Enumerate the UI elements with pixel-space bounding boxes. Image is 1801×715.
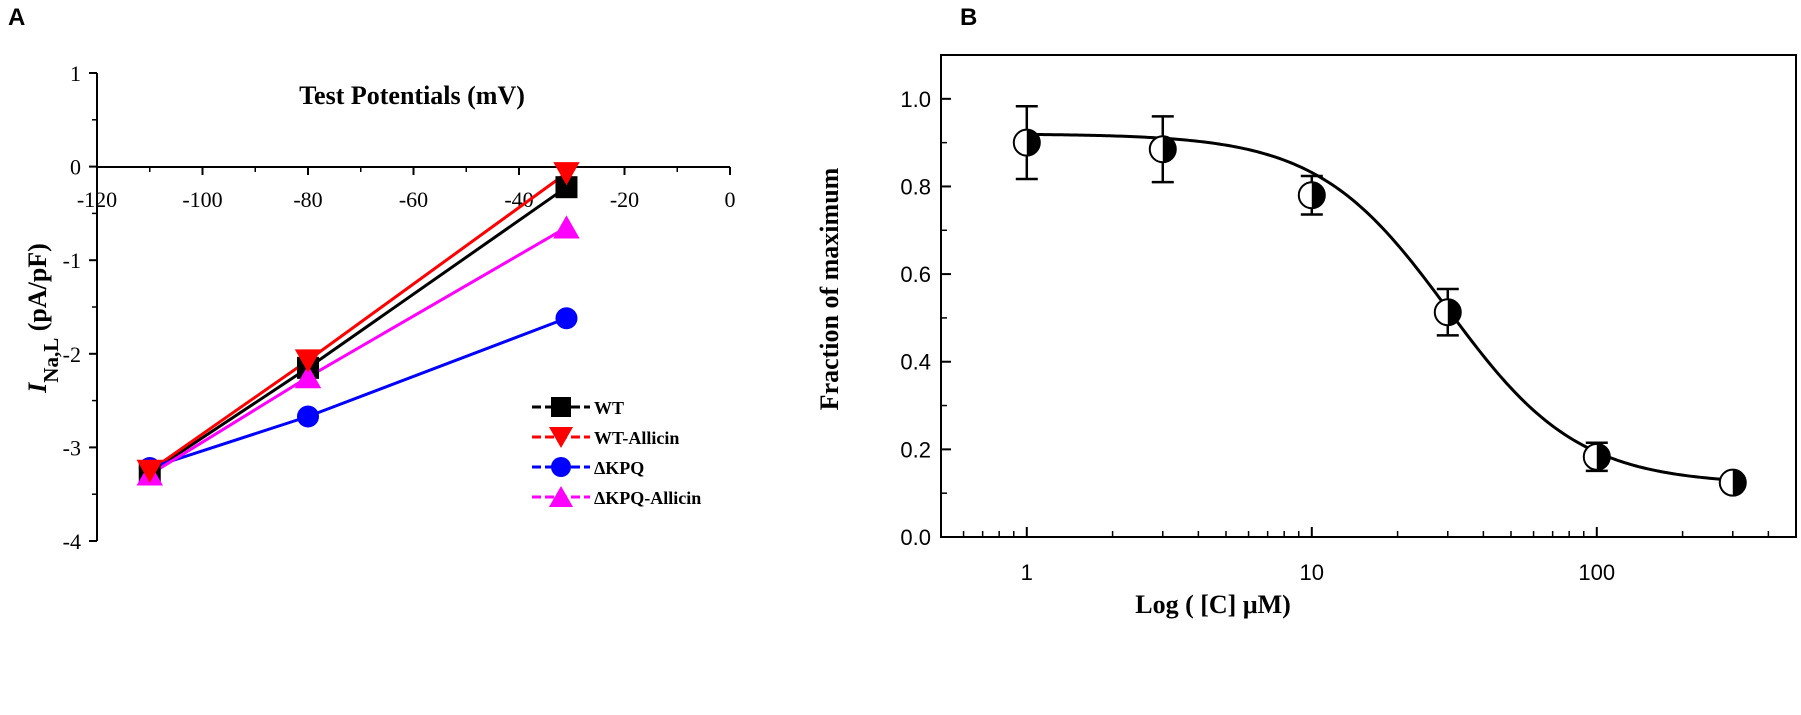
marker-filled-half bbox=[1732, 469, 1746, 496]
panel-a-y-tick-label: 1 bbox=[70, 61, 81, 86]
marker-filled-half bbox=[1162, 136, 1176, 163]
series-line-ΔKPQ bbox=[149, 316, 568, 470]
panel-b-y-tick-label: 1.0 bbox=[900, 87, 931, 112]
marker-filled-half bbox=[1026, 129, 1040, 156]
panel-a-series-markers bbox=[136, 162, 580, 486]
series-line-WT bbox=[148, 185, 568, 474]
data-point bbox=[1148, 115, 1177, 184]
legend-entry-ΔKPQ: ΔKPQ bbox=[532, 457, 644, 478]
panel-b-y-tick-label: 0.4 bbox=[900, 350, 931, 375]
panel-b-fit-curve bbox=[1026, 132, 1733, 482]
panel-a-y-axis-title: INa,L (pA/pF) bbox=[23, 243, 63, 394]
data-point-WT-Allicin bbox=[553, 162, 580, 186]
panel-a-y-tick-label: -1 bbox=[63, 248, 81, 273]
legend-label: ΔKPQ-Allicin bbox=[594, 488, 701, 508]
panel-b-y-tick-label: 0.8 bbox=[900, 174, 931, 199]
data-point-WT-Allicin bbox=[294, 349, 322, 373]
panel-a-y-axis-title-sub: Na,L bbox=[39, 338, 63, 383]
data-point-WT-Allicin bbox=[136, 459, 163, 483]
panel-a-x-tick-label: -100 bbox=[182, 187, 222, 212]
panel-a-legend: WT WT-Allicin ΔKPQ ΔKPQ-Allicin bbox=[532, 397, 701, 508]
marker-filled-half bbox=[1447, 299, 1461, 326]
marker-filled-half bbox=[1311, 182, 1325, 209]
data-point bbox=[1433, 287, 1462, 337]
panel-a-axes: 10-1-2-3-4-120 -100 -80 -60 -40 -20 0 bbox=[63, 61, 736, 554]
panel-b-y-axis-title: Fraction of maximum bbox=[815, 167, 844, 410]
panel-b-y-tick-label: 0.2 bbox=[900, 437, 931, 462]
data-point-ΔKPQ-Allicin bbox=[294, 365, 322, 389]
panel-b-data-points bbox=[1012, 105, 1747, 497]
panel-b-x-tick-label: 100 bbox=[1578, 560, 1615, 585]
panel-a-x-tick-label: -20 bbox=[610, 187, 639, 212]
panel-a-label: A bbox=[8, 4, 25, 31]
panel-b-y-tick-label: 0.0 bbox=[900, 525, 931, 550]
panel-a-x-tick-label: -60 bbox=[399, 187, 428, 212]
panel-a-y-tick-label: 0 bbox=[70, 155, 81, 180]
panel-b-x-axis-title: Log ( [C] μM) bbox=[1135, 590, 1291, 619]
data-point bbox=[1718, 468, 1747, 497]
series-line-ΔKPQ-Allicin bbox=[148, 226, 568, 476]
panel-a-x-tick-label: -80 bbox=[293, 187, 322, 212]
panel-a-title: Test Potentials (mV) bbox=[299, 81, 525, 110]
legend-swatch-marker bbox=[549, 427, 573, 448]
panel-b-label: B bbox=[960, 4, 977, 31]
panel-a-x-tick-label: -120 bbox=[77, 187, 117, 212]
data-point-ΔKPQ-Allicin bbox=[553, 215, 580, 239]
panel-a-x-tick-label: 0 bbox=[725, 187, 736, 212]
legend-entry-ΔKPQ-Allicin: ΔKPQ-Allicin bbox=[532, 486, 701, 508]
data-point bbox=[1012, 105, 1041, 181]
legend-entry-WT: WT bbox=[532, 397, 624, 418]
panel-a-series-lines bbox=[148, 171, 568, 476]
legend-label: WT bbox=[594, 398, 624, 418]
data-point bbox=[1297, 174, 1326, 216]
legend-swatch-marker bbox=[549, 486, 573, 507]
legend-label: ΔKPQ bbox=[594, 458, 644, 478]
legend-swatch-marker bbox=[551, 457, 571, 477]
panel-a-y-axis-title-units: (pA/pF) bbox=[23, 243, 52, 338]
panel-b-x-tick-label: 1 bbox=[1021, 560, 1033, 585]
panel-b-x-tick-label: 10 bbox=[1300, 560, 1324, 585]
data-point bbox=[1582, 441, 1611, 473]
data-point-ΔKPQ bbox=[555, 307, 578, 330]
series-line-WT-Allicin bbox=[148, 171, 568, 473]
data-point-ΔKPQ bbox=[297, 405, 319, 428]
panel-a-y-tick-label: -2 bbox=[63, 342, 81, 367]
panel-b-y-tick-label: 0.6 bbox=[900, 262, 931, 287]
panel-b-plot-frame bbox=[940, 54, 1797, 538]
legend-label: WT-Allicin bbox=[594, 428, 679, 448]
legend-swatch-marker bbox=[551, 397, 571, 417]
legend-entry-WT-Allicin: WT-Allicin bbox=[532, 427, 679, 448]
data-point-WT bbox=[555, 176, 578, 199]
panel-b-axes: 0.0 0.2 0.4 0.6 0.8 1.0 1 10 100 bbox=[900, 54, 1770, 585]
panel-a-y-tick-label: -3 bbox=[63, 435, 81, 460]
panel-a-chart: Test Potentials (mV) 1 0 -1 -2 -3 -4 -120 -100 -… bbox=[23, 61, 736, 554]
marker-filled-half bbox=[1596, 443, 1610, 470]
panel-a-y-tick-label: -4 bbox=[63, 529, 81, 554]
panel-a-y-axis-title-main: I bbox=[23, 382, 52, 394]
panel-b-chart: 0.0 0.2 0.4 0.6 0.8 1.0 1 10 100 Log ( [C] μM) F… bbox=[815, 54, 1797, 619]
